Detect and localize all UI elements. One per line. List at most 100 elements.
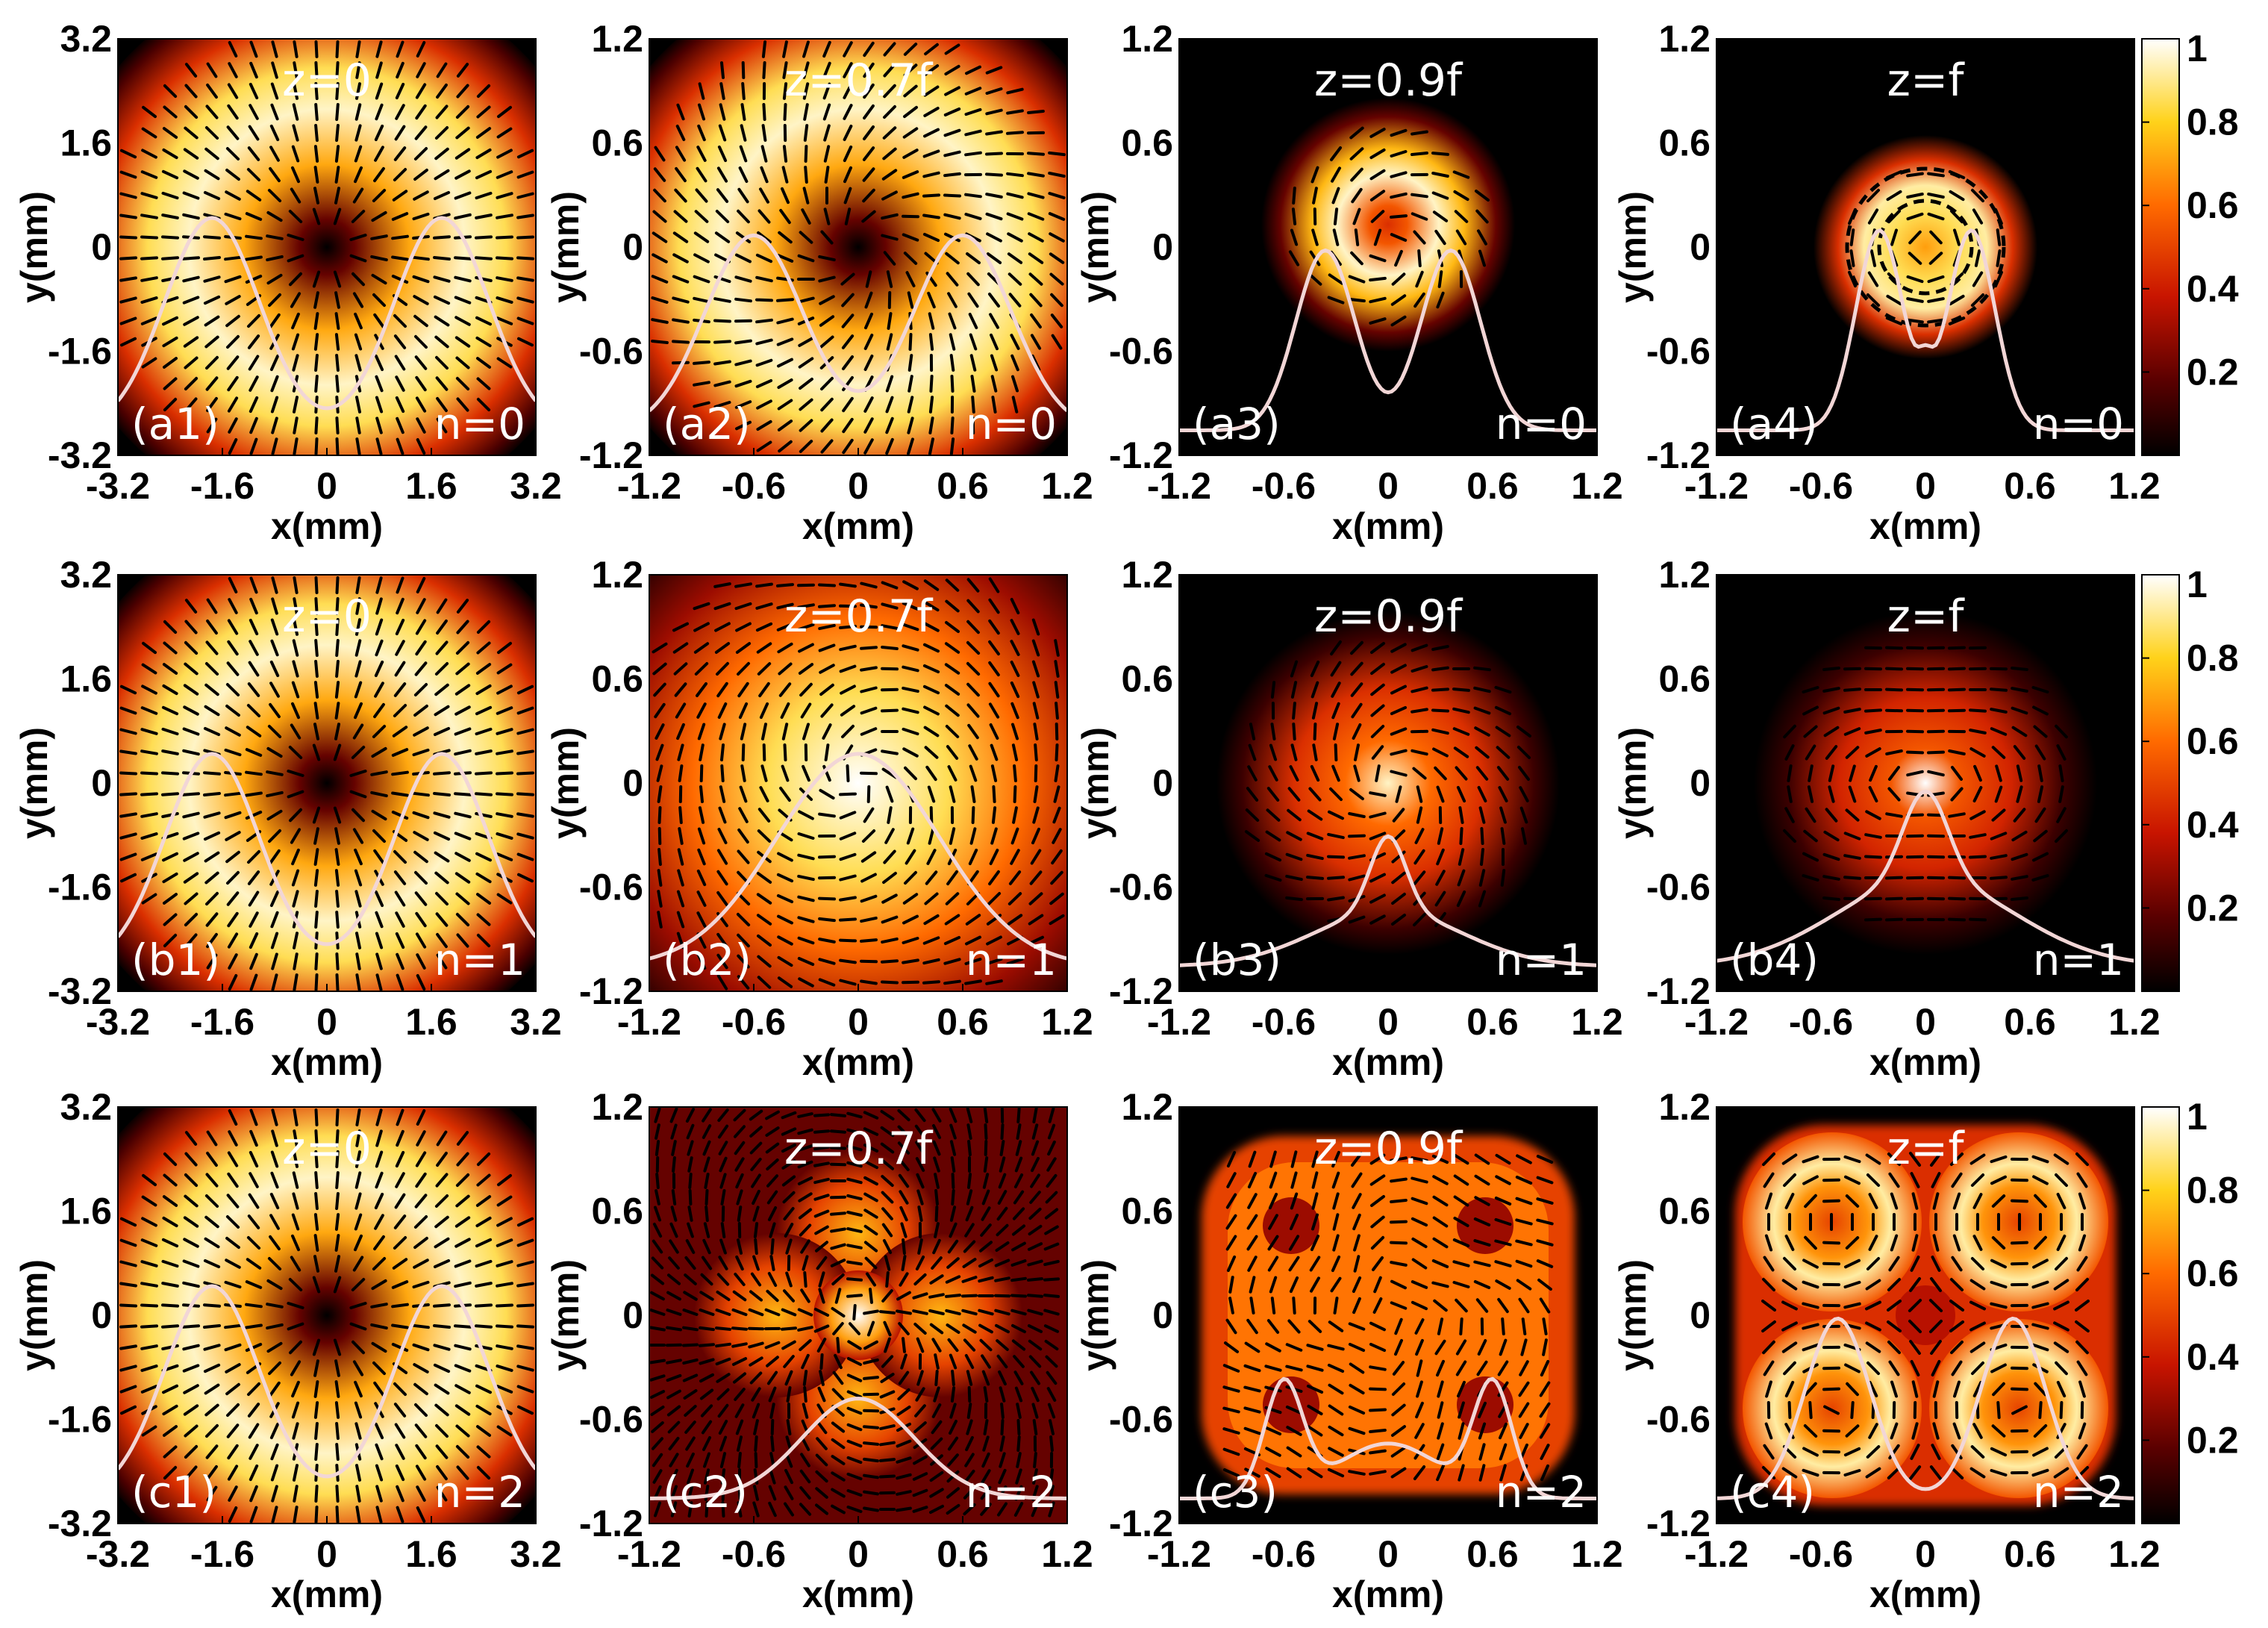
- polarization-vector: [863, 1490, 879, 1496]
- polarization-vector: [1416, 1380, 1423, 1398]
- polarization-vector: [759, 702, 769, 720]
- polarization-vector: [1413, 870, 1426, 885]
- polarization-vector: [717, 702, 728, 719]
- polarization-vector: [816, 1437, 828, 1450]
- polarization-vector: [204, 871, 219, 885]
- panel-id-label: (c4): [1730, 1467, 1815, 1518]
- polarization-vector: [1291, 208, 1297, 225]
- polarization-vector: [1970, 1445, 1985, 1459]
- polarization-vector: [999, 1140, 1005, 1156]
- polarization-vector: [1032, 1107, 1038, 1123]
- polarization-vector: [1353, 764, 1361, 782]
- polarization-vector: [120, 873, 137, 883]
- polarization-vector: [1354, 228, 1360, 246]
- polarization-vector: [1927, 193, 1945, 199]
- polarization-vector: [946, 272, 959, 287]
- polarization-vector: [1973, 764, 1982, 782]
- polarization-vector: [1911, 1192, 1919, 1210]
- polarization-vector: [756, 914, 772, 926]
- polarization-vector: [766, 1190, 778, 1205]
- polarization-vector: [981, 1189, 990, 1206]
- polarization-vector: [897, 1125, 910, 1138]
- polarization-vector: [666, 1326, 682, 1332]
- polarization-vector: [1499, 1338, 1508, 1356]
- polarization-vector: [1909, 1340, 1921, 1355]
- polarization-vector: [1226, 1150, 1237, 1168]
- polarization-vector: [964, 1453, 975, 1468]
- polarization-vector: [1007, 914, 1023, 926]
- polarization-vector: [933, 1386, 940, 1403]
- polarization-vector: [372, 189, 387, 202]
- polarization-vector: [695, 188, 708, 203]
- polarization-vector: [266, 770, 284, 776]
- polarization-vector: [752, 1501, 760, 1518]
- polarization-vector: [1348, 1426, 1366, 1435]
- polarization-vector: [1331, 702, 1340, 720]
- polarization-vector: [1868, 1423, 1878, 1439]
- polarization-vector: [816, 1338, 827, 1353]
- polarization-vector: [205, 105, 219, 119]
- polarization-vector: [1784, 744, 1795, 761]
- polarization-vector: [819, 683, 834, 696]
- polarization-vector: [1515, 1259, 1533, 1268]
- polarization-vector: [1969, 646, 1987, 650]
- polarization-vector: [1269, 1150, 1277, 1168]
- polarization-vector: [1480, 848, 1484, 866]
- polarization-vector: [797, 936, 815, 945]
- polarization-vector: [1328, 1320, 1344, 1332]
- polarization-vector: [881, 893, 898, 904]
- polarization-vector: [270, 911, 279, 929]
- polarization-vector: [1006, 131, 1024, 135]
- polarization-vector: [183, 336, 199, 348]
- polarization-vector: [799, 1339, 812, 1351]
- polarization-vector: [799, 440, 813, 453]
- polarization-vector: [355, 1108, 361, 1126]
- polarization-vector: [396, 973, 404, 991]
- polarization-vector: [333, 1276, 342, 1294]
- polarization-vector: [476, 1152, 491, 1167]
- polarization-vector: [777, 976, 793, 988]
- polarization-vector: [2056, 807, 2066, 823]
- polarization-vector: [737, 187, 749, 204]
- polarization-vector: [917, 1206, 923, 1222]
- polarization-vector: [652, 642, 668, 654]
- polarization-vector: [762, 61, 766, 79]
- polarization-vector: [375, 396, 384, 414]
- polarization-vector: [1413, 912, 1426, 927]
- polarization-vector: [475, 1404, 492, 1416]
- polarization-vector: [675, 146, 687, 162]
- polarization-vector: [985, 108, 1003, 116]
- polarization-vector: [715, 1342, 731, 1348]
- polarization-vector: [777, 378, 793, 389]
- x-tick-label: 1.2: [2108, 465, 2161, 507]
- polarization-vector: [822, 82, 831, 100]
- polarization-vector: [1536, 1218, 1554, 1226]
- polarization-vector: [415, 83, 427, 99]
- polarization-vector: [1822, 667, 1840, 671]
- polarization-vector: [1413, 849, 1425, 865]
- y-tick-label: 0: [622, 762, 643, 804]
- polarization-vector: [699, 743, 705, 761]
- polarization-vector: [943, 150, 961, 158]
- polarization-vector: [1224, 1341, 1239, 1353]
- polarization-vector: [866, 1272, 876, 1287]
- polarization-vector: [290, 1360, 302, 1376]
- polarization-vector: [849, 1322, 860, 1335]
- polarization-vector: [291, 166, 300, 184]
- polarization-vector: [1865, 1279, 1881, 1291]
- polarization-vector: [734, 1403, 745, 1418]
- polarization-vector: [2011, 896, 2028, 901]
- polarization-vector: [652, 210, 667, 223]
- polarization-vector: [1949, 1466, 1964, 1479]
- polarization-vector: [987, 892, 1002, 905]
- polarization-vector: [1043, 1260, 1060, 1266]
- polarization-vector: [830, 1243, 846, 1250]
- panel-plot-area: [1716, 39, 2134, 455]
- polarization-vector: [749, 1109, 763, 1121]
- polarization-vector: [654, 1107, 661, 1123]
- polarization-vector: [475, 213, 493, 219]
- polarization-vector: [766, 1174, 778, 1188]
- polarization-vector: [1822, 852, 1840, 861]
- polarization-vector: [140, 235, 158, 240]
- polarization-vector: [1764, 1422, 1773, 1440]
